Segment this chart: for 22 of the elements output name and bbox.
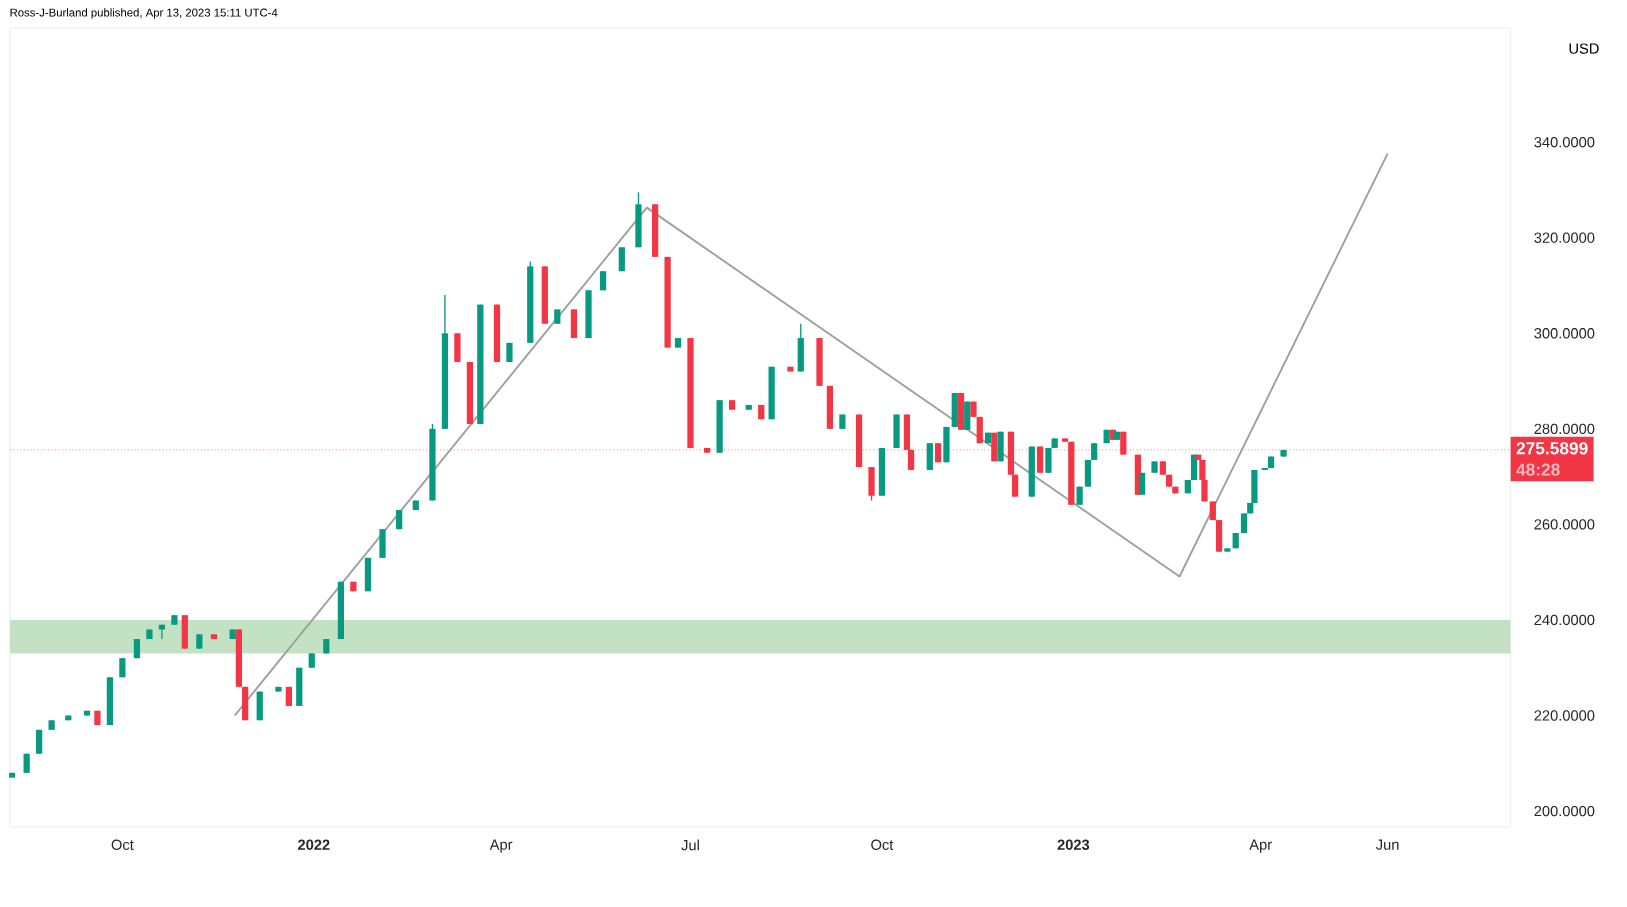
y-tick-label: 280.0000 (1534, 423, 1595, 435)
x-tick-label: Oct (871, 839, 894, 851)
x-tick-label: 2023 (1057, 839, 1090, 851)
y-tick-label: 260.0000 (1534, 519, 1595, 530)
x-tick-label: Apr (1249, 839, 1272, 853)
x-tick-label: Jun (1376, 839, 1399, 850)
ref-line-label: 275.5899 (1516, 442, 1588, 455)
y-tick-label: 240.0000 (1534, 614, 1595, 626)
y-tick-label: 200.0000 (1534, 805, 1595, 817)
x-tick-label: 2022 (298, 839, 330, 851)
x-tick-label: Jul (681, 839, 699, 851)
y-tick-label: 220.0000 (1534, 710, 1595, 721)
text: Ross-J-Burland published, Apr 13, 2023 15:11 UTC-4 (10, 8, 278, 19)
y-tick-label: 300.0000 (1534, 328, 1595, 339)
x-tick-label: Apr (489, 839, 513, 853)
line-series (233, 152, 1389, 717)
y-tick-label: 320.0000 (1534, 232, 1595, 244)
y-tick-label: 340.0000 (1534, 137, 1595, 148)
candlestick (158, 624, 166, 640)
y-axis-title: USD (1569, 43, 1599, 54)
text: 48:28 (1516, 463, 1560, 476)
x-tick-label: Oct (111, 839, 134, 851)
